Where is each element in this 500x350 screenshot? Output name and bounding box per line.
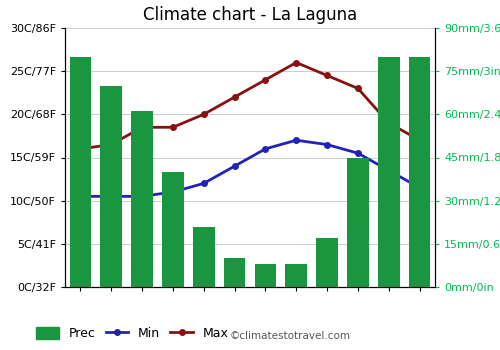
- Bar: [409, 57, 430, 287]
- Bar: [254, 264, 276, 287]
- Bar: [193, 226, 214, 287]
- Bar: [224, 258, 246, 287]
- Bar: [70, 57, 91, 287]
- Legend: Prec, Min, Max: Prec, Min, Max: [36, 327, 228, 340]
- Bar: [162, 172, 184, 287]
- Title: Climate chart - La Laguna: Climate chart - La Laguna: [143, 6, 357, 24]
- Bar: [316, 238, 338, 287]
- Bar: [286, 264, 307, 287]
- Bar: [378, 57, 400, 287]
- Bar: [347, 158, 368, 287]
- Bar: [132, 111, 153, 287]
- Text: ©climatestotravel.com: ©climatestotravel.com: [230, 331, 351, 341]
- Bar: [100, 85, 122, 287]
